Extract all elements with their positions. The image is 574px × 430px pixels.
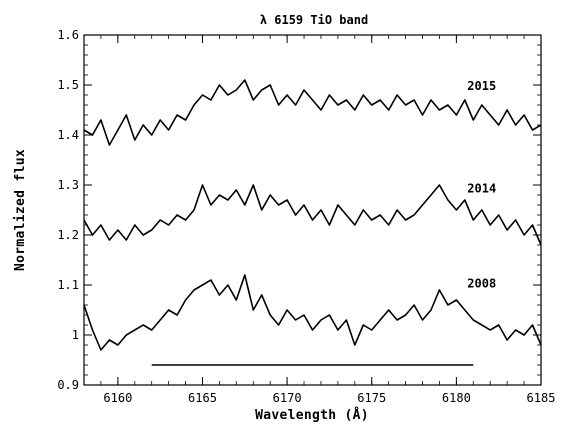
y-axis-label: Normalized flux (13, 149, 28, 271)
series-line-2015 (83, 79, 542, 146)
x-tick-label: 6185 (527, 391, 556, 405)
x-tick-label: 6170 (273, 391, 302, 405)
y-tick-label: 1.3 (57, 178, 79, 192)
y-tick-label: 1.2 (57, 228, 79, 242)
series-label-2008: 2008 (467, 277, 496, 291)
y-tick-label: 0.9 (57, 378, 79, 392)
series-group: 2015 2014 2008 (83, 79, 542, 351)
x-tick-label: 6165 (188, 391, 217, 405)
y-tick-label: 1.6 (57, 28, 79, 42)
y-tick-label: 1 (72, 328, 79, 342)
series-line-2008 (83, 274, 542, 351)
y-tick-label: 1.4 (57, 128, 79, 142)
x-tick-label: 6175 (357, 391, 386, 405)
y-axis: 0.9 1 1.1 1.2 1.3 1.4 1.5 1.6 (57, 28, 541, 392)
y-tick-label: 1.5 (57, 78, 79, 92)
x-tick-label: 6180 (442, 391, 471, 405)
series-label-2015: 2015 (467, 79, 496, 93)
x-tick-label: 6160 (103, 391, 132, 405)
series-label-2014: 2014 (467, 182, 496, 196)
y-tick-label: 1.1 (57, 278, 79, 292)
chart-title: λ 6159 TiO band (260, 13, 368, 27)
plot-frame (83, 34, 542, 386)
x-axis-label: Wavelength (Å) (255, 407, 369, 423)
series-line-2014 (83, 184, 542, 246)
